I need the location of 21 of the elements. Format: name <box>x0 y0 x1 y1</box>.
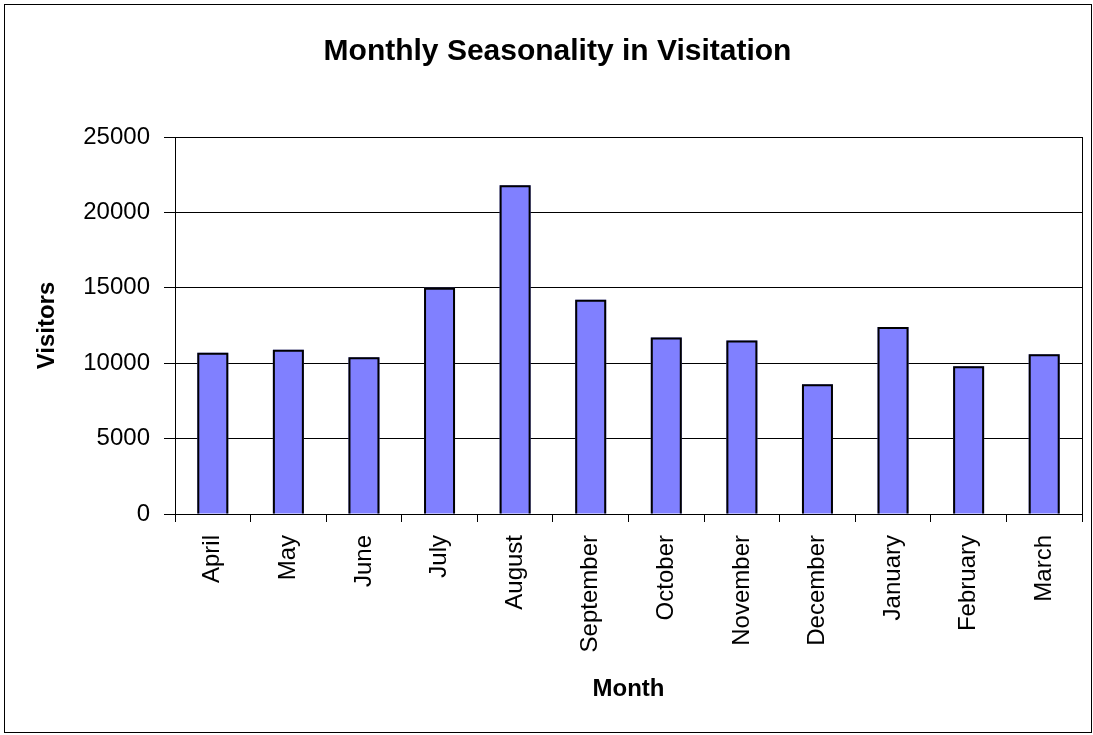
x-tick-label: April <box>197 535 225 584</box>
x-tick-label: December <box>802 535 830 646</box>
x-tick-label: March <box>1028 535 1056 602</box>
x-tick-label: July <box>424 535 452 578</box>
x-tick-label: August <box>499 534 527 610</box>
y-tick-label: 0 <box>136 498 150 526</box>
x-tick-label: June <box>348 535 376 588</box>
x-tick-label: November <box>726 535 754 646</box>
x-tick-label: January <box>877 535 905 621</box>
y-tick-label: 25000 <box>83 121 150 149</box>
y-tick-label: 5000 <box>96 423 150 451</box>
x-tick-label: September <box>575 535 603 653</box>
y-tick-label: 10000 <box>83 347 150 375</box>
y-tick-label: 15000 <box>83 272 150 300</box>
y-tick-label: 20000 <box>83 197 150 225</box>
x-tick-label: February <box>953 535 981 632</box>
y-axis-title: Visitors <box>32 281 60 370</box>
chart-title: Monthly Seasonality in Visitation <box>323 33 792 67</box>
x-axis-title: Month <box>592 674 665 702</box>
x-tick-label: October <box>650 535 678 621</box>
x-tick-label: May <box>273 535 300 581</box>
